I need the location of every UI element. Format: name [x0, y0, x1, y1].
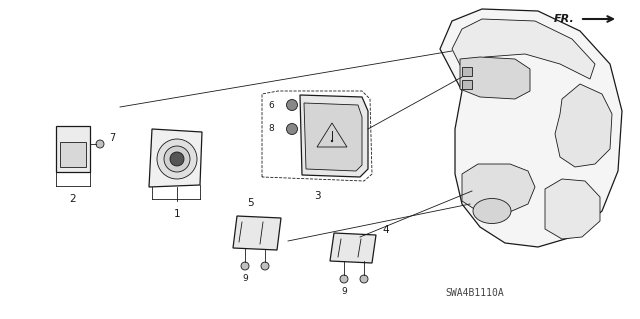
Polygon shape — [462, 164, 535, 214]
Polygon shape — [460, 57, 530, 99]
Circle shape — [170, 152, 184, 166]
Circle shape — [340, 275, 348, 283]
Circle shape — [287, 100, 298, 110]
Polygon shape — [440, 9, 622, 247]
Circle shape — [157, 139, 197, 179]
Text: 5: 5 — [246, 198, 253, 208]
Text: SWA4B1110A: SWA4B1110A — [445, 288, 504, 298]
Bar — [56, 126, 90, 172]
Text: 8: 8 — [268, 124, 274, 133]
Polygon shape — [555, 84, 612, 167]
Polygon shape — [304, 103, 362, 171]
Text: 1: 1 — [173, 209, 180, 219]
Polygon shape — [233, 216, 281, 250]
Circle shape — [261, 262, 269, 270]
Circle shape — [96, 140, 104, 148]
Circle shape — [331, 140, 333, 142]
Polygon shape — [545, 179, 600, 239]
Text: 7: 7 — [109, 133, 115, 143]
Polygon shape — [452, 19, 595, 79]
Circle shape — [164, 146, 190, 172]
Circle shape — [287, 123, 298, 135]
Text: 9: 9 — [242, 274, 248, 283]
Bar — [462, 80, 472, 89]
Polygon shape — [330, 233, 376, 263]
Text: 2: 2 — [70, 194, 76, 204]
Text: FR.: FR. — [554, 14, 575, 24]
Bar — [462, 67, 472, 76]
Circle shape — [241, 262, 249, 270]
Bar — [60, 142, 86, 167]
Text: 3: 3 — [314, 191, 320, 201]
Text: 4: 4 — [382, 225, 388, 235]
Circle shape — [360, 275, 368, 283]
Polygon shape — [149, 129, 202, 187]
Text: 6: 6 — [268, 101, 274, 110]
Polygon shape — [300, 95, 368, 177]
Ellipse shape — [473, 198, 511, 224]
Text: 9: 9 — [341, 287, 347, 296]
